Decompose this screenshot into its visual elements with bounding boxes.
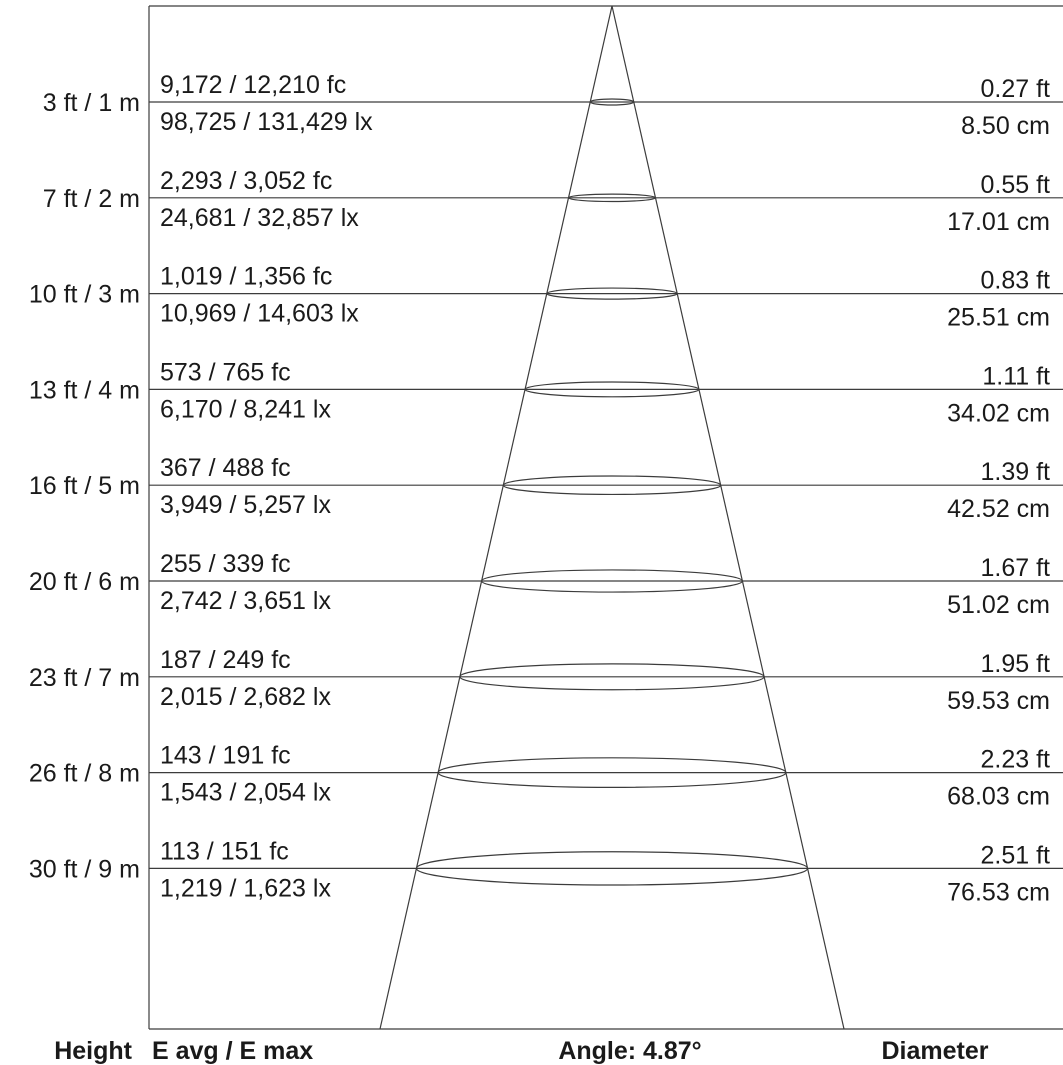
illuminance-fc-label: 187 / 249 fc (160, 646, 291, 674)
height-label: 10 ft / 3 m (29, 281, 140, 309)
diameter-cm-label: 42.52 cm (947, 495, 1050, 523)
footer-illuminance-label: E avg / E max (152, 1037, 313, 1065)
height-label: 30 ft / 9 m (29, 855, 140, 883)
height-label: 7 ft / 2 m (43, 185, 140, 213)
illuminance-lx-label: 1,219 / 1,623 lx (160, 874, 331, 902)
height-label: 3 ft / 1 m (43, 89, 140, 117)
beam-spot-ellipse (546, 287, 678, 300)
illuminance-fc-label: 367 / 488 fc (160, 454, 291, 482)
diameter-cm-label: 17.01 cm (947, 208, 1050, 236)
diameter-cm-label: 34.02 cm (947, 399, 1050, 427)
illuminance-fc-label: 143 / 191 fc (160, 742, 291, 770)
illuminance-lx-label: 10,969 / 14,603 lx (160, 300, 359, 328)
diameter-ft-label: 0.27 ft (981, 75, 1051, 103)
illuminance-fc-label: 2,293 / 3,052 fc (160, 167, 332, 195)
diameter-ft-label: 1.95 ft (981, 650, 1051, 678)
diameter-ft-label: 2.23 ft (981, 746, 1051, 774)
beam-edge-right (611, 5, 845, 1030)
illuminance-lx-label: 2,742 / 3,651 lx (160, 587, 331, 615)
illuminance-lx-label: 1,543 / 2,054 lx (160, 779, 331, 807)
illuminance-fc-label: 1,019 / 1,356 fc (160, 263, 332, 291)
beam-spot-ellipse (567, 193, 657, 203)
diameter-ft-label: 1.67 ft (981, 554, 1051, 582)
illuminance-lx-label: 98,725 / 131,429 lx (160, 108, 373, 136)
diameter-cm-label: 8.50 cm (961, 112, 1050, 140)
beam-spot-ellipse (459, 663, 765, 691)
illuminance-lx-label: 24,681 / 32,857 lx (160, 204, 359, 232)
diameter-cm-label: 76.53 cm (947, 878, 1050, 906)
diameter-ft-label: 1.11 ft (982, 362, 1050, 390)
footer-height-label: Height (54, 1037, 132, 1065)
diameter-ft-label: 0.83 ft (981, 267, 1051, 295)
beam-spot-ellipse (502, 475, 722, 496)
diameter-cm-label: 68.03 cm (947, 783, 1050, 811)
beam-spot-ellipse (480, 569, 744, 593)
diameter-cm-label: 25.51 cm (947, 304, 1050, 332)
illuminance-fc-label: 9,172 / 12,210 fc (160, 71, 346, 99)
illuminance-lx-label: 2,015 / 2,682 lx (160, 683, 331, 711)
diameter-ft-label: 2.51 ft (981, 841, 1051, 869)
height-label: 13 ft / 4 m (29, 376, 140, 404)
illuminance-fc-label: 573 / 765 fc (160, 358, 291, 386)
illuminance-fc-label: 255 / 339 fc (160, 550, 291, 578)
illuminance-lx-label: 6,170 / 8,241 lx (160, 395, 331, 423)
diameter-cm-label: 59.53 cm (947, 687, 1050, 715)
diameter-cm-label: 51.02 cm (947, 591, 1050, 619)
illuminance-fc-label: 113 / 151 fc (160, 837, 289, 865)
height-label: 26 ft / 8 m (29, 760, 140, 788)
height-label: 23 ft / 7 m (29, 664, 140, 692)
diameter-ft-label: 0.55 ft (981, 171, 1051, 199)
beam-spot-ellipse (524, 381, 700, 398)
footer-diameter-label: Diameter (882, 1037, 989, 1065)
beam-spot-ellipse (589, 98, 635, 106)
illuminance-lx-label: 3,949 / 5,257 lx (160, 491, 331, 519)
beam-edge-left (379, 5, 613, 1030)
beam-spot-ellipse (437, 757, 787, 788)
height-label: 16 ft / 5 m (29, 472, 140, 500)
footer-angle-label: Angle: 4.87° (558, 1037, 701, 1065)
height-label: 20 ft / 6 m (29, 568, 140, 596)
beam-spot-ellipse (415, 851, 809, 886)
diameter-ft-label: 1.39 ft (981, 458, 1051, 486)
